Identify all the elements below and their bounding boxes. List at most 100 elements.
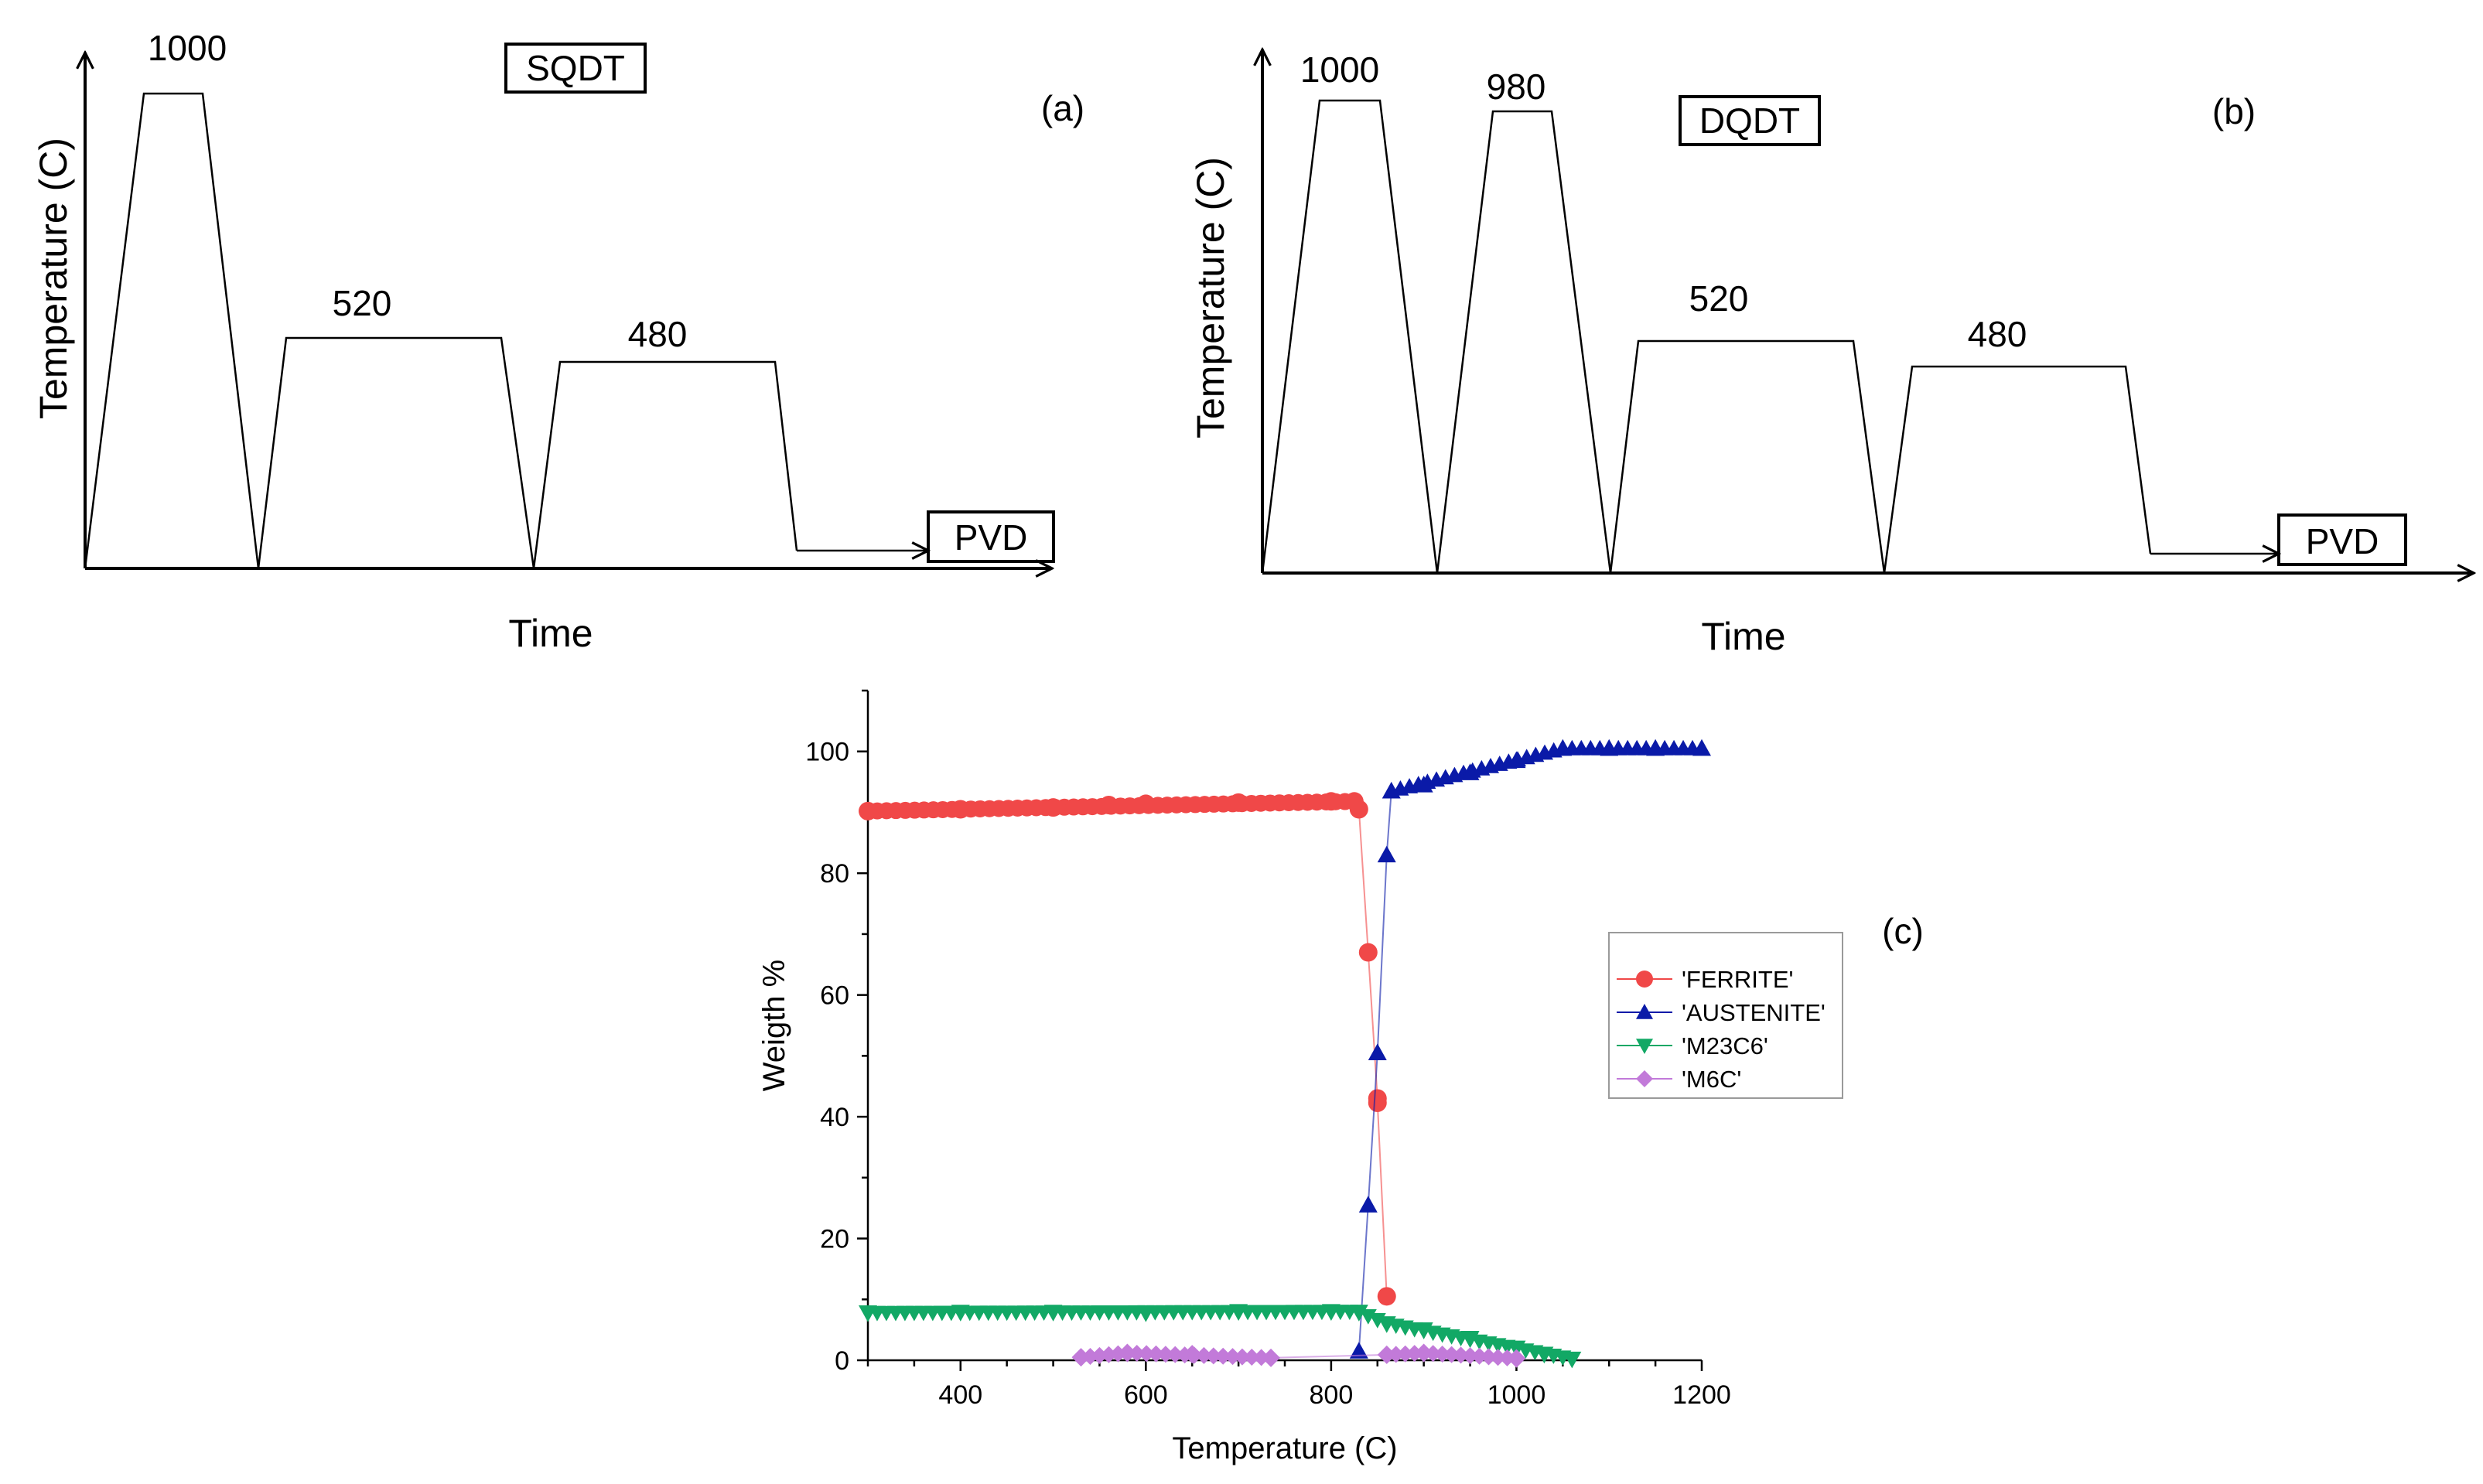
panel-c-x-axis-label: Temperature (C) xyxy=(1172,1431,1397,1465)
panel-a-sqdt-diagram: 1000 520 480 SQDT (a) PVD Time Temperatu… xyxy=(32,28,1084,655)
m6c-point xyxy=(1204,1347,1222,1365)
panel-a-x-axis-label: Time xyxy=(508,612,593,655)
ferrite-point xyxy=(1368,1093,1387,1112)
austenite-point xyxy=(1553,739,1573,756)
series-ferrite xyxy=(859,792,1396,1306)
legend-swatch-marker xyxy=(1636,1070,1653,1087)
m6c-point xyxy=(1233,1348,1251,1366)
m6c-point xyxy=(1166,1346,1184,1363)
panel-b-pvd-label: PVD xyxy=(2306,521,2379,561)
panel-c-y-axis-label: Weigth % xyxy=(757,960,791,1091)
panel-b-step-4-label: 480 xyxy=(1968,314,2027,354)
panel-a-heat-treatment-profile xyxy=(84,92,798,569)
panel-a-title-box xyxy=(504,43,647,94)
austenite-point xyxy=(1507,751,1526,769)
legend-item-austenite: 'AUSTENITE' xyxy=(1617,999,1826,1026)
x-tick-label: 400 xyxy=(938,1380,982,1410)
panel-c-legend: 'FERRITE' 'AUSTENITE' 'M23C6' 'M6C' xyxy=(1608,932,1843,1099)
m6c-point xyxy=(1195,1346,1213,1364)
panel-a-pvd-box xyxy=(927,510,1055,563)
panel-a-pvd-label: PVD xyxy=(955,517,1028,558)
legend-label: 'AUSTENITE' xyxy=(1682,999,1826,1026)
x-tick-label: 1000 xyxy=(1487,1380,1546,1410)
m23c6-point xyxy=(1460,1331,1480,1348)
panel-c-panel-label: (c) xyxy=(1882,911,1924,951)
m6c-point xyxy=(1489,1349,1507,1366)
panel-c-phase-fraction-plot: 400 600 800 1000 1200 0 20 40 60 80 100 Temperatur… xyxy=(757,689,1924,1465)
x-tick-label: 600 xyxy=(1124,1380,1168,1410)
x-tick-label: 1200 xyxy=(1672,1380,1731,1410)
m6c-point xyxy=(1452,1346,1470,1364)
m6c-point xyxy=(1071,1348,1091,1367)
y-tick-label: 40 xyxy=(820,1103,849,1132)
y-tick-label: 20 xyxy=(820,1225,849,1254)
legend-label: 'FERRITE' xyxy=(1682,966,1793,993)
austenite-point xyxy=(1377,845,1396,863)
panel-a-panel-label: (a) xyxy=(1041,88,1084,128)
austenite-point xyxy=(1358,1196,1378,1213)
panel-b-title: DQDT xyxy=(1699,101,1800,141)
m6c-point xyxy=(1147,1345,1165,1363)
m23c6-point xyxy=(859,1305,877,1322)
y-tick-label: 0 xyxy=(835,1346,849,1376)
m6c-point xyxy=(1461,1347,1479,1365)
m23c6-point xyxy=(1507,1340,1526,1358)
m23c6-point xyxy=(1043,1305,1063,1322)
panel-b-panel-label: (b) xyxy=(2212,91,2256,131)
m23c6-point xyxy=(1563,1351,1582,1369)
legend-item-m6c: 'M6C' xyxy=(1617,1066,1741,1093)
ferrite-point xyxy=(1345,793,1363,810)
m23c6-point xyxy=(1414,1322,1433,1339)
m23c6-point xyxy=(1349,1305,1368,1322)
legend-swatch-marker xyxy=(1636,1039,1653,1054)
austenite-point xyxy=(1414,776,1433,793)
m6c-point xyxy=(1138,1345,1156,1363)
m6c-point xyxy=(1156,1346,1174,1363)
m6c-point xyxy=(1414,1343,1433,1363)
m23c6-point xyxy=(1535,1346,1554,1364)
panel-a-step-3-label: 480 xyxy=(628,314,688,354)
legend-swatch-marker xyxy=(1636,971,1653,988)
panel-c-ticks: 400 600 800 1000 1200 0 20 40 60 80 100 xyxy=(805,689,1731,1410)
panel-b-y-axis-label: Temperature (C) xyxy=(1189,157,1232,438)
panel-a-y-axis-label: Temperature (C) xyxy=(32,138,75,419)
legend-swatch-marker xyxy=(1636,1004,1653,1019)
ferrite-line xyxy=(867,800,1388,1297)
panel-a-title: SQDT xyxy=(526,48,625,88)
m23c6-point xyxy=(1136,1305,1156,1322)
ferrite-point xyxy=(1377,1287,1396,1306)
m6c-point xyxy=(1433,1345,1451,1363)
austenite-point xyxy=(1646,739,1665,756)
austenite-point xyxy=(1368,1043,1387,1061)
m6c-point xyxy=(1183,1345,1202,1364)
m6c-point xyxy=(1377,1345,1396,1364)
m6c-point xyxy=(1118,1343,1137,1363)
m6c-point xyxy=(1507,1349,1526,1368)
m6c-point xyxy=(1243,1349,1261,1366)
panel-c-series xyxy=(859,739,1711,1369)
austenite-point xyxy=(1382,781,1401,799)
panel-b-dqdt-diagram: 1000 980 520 480 DQDT (b) PVD Time Tempe… xyxy=(1189,49,2474,658)
m23c6-point xyxy=(1321,1304,1341,1322)
m6c-point xyxy=(1470,1347,1488,1365)
panel-b-step-3-label: 520 xyxy=(1689,278,1749,319)
series-m23c6 xyxy=(859,1304,1582,1369)
panel-b-heat-treatment-profile xyxy=(1261,99,2152,574)
legend-item-ferrite: 'FERRITE' xyxy=(1617,966,1793,993)
m6c-point xyxy=(1480,1348,1498,1366)
series-austenite xyxy=(1349,739,1711,1359)
panel-b-title-box xyxy=(1679,95,1821,146)
y-tick-label: 100 xyxy=(805,738,849,767)
m6c-point xyxy=(1443,1346,1460,1363)
m23c6-point xyxy=(1377,1316,1396,1333)
austenite-point xyxy=(1460,763,1480,780)
m6c-point xyxy=(1224,1348,1242,1366)
panel-b-step-1-label: 1000 xyxy=(1300,49,1379,90)
m23c6-point xyxy=(1229,1304,1248,1322)
m23c6-point xyxy=(951,1305,970,1322)
legend-label: 'M23C6' xyxy=(1682,1032,1768,1059)
x-tick-label: 800 xyxy=(1310,1380,1354,1410)
austenite-point xyxy=(1349,1342,1368,1359)
panel-b-step-2-label: 980 xyxy=(1487,67,1546,107)
